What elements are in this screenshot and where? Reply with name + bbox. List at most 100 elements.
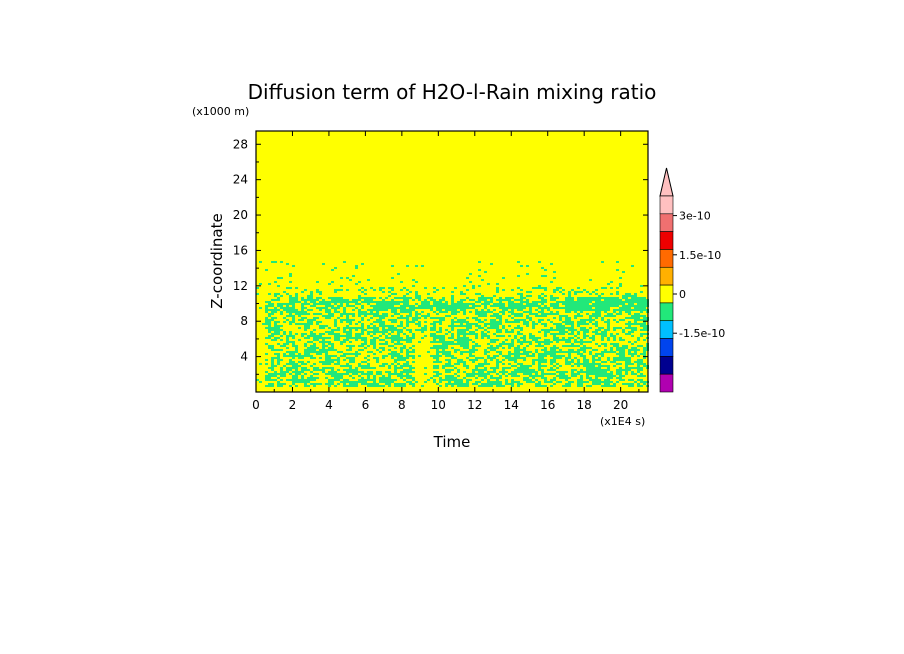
field-cell [355,385,358,387]
field-cell [436,335,439,337]
field-cell [313,377,316,379]
field-cell [484,375,487,377]
field-cell [286,263,289,265]
field-cell [355,337,358,339]
field-cell [319,301,322,303]
field-cell [595,315,598,317]
field-cell [586,291,589,293]
field-cell [640,297,643,299]
field-cell [481,373,484,375]
field-cell [469,307,472,309]
field-cell [439,379,442,381]
field-cell [466,351,469,353]
field-cell [502,311,505,313]
field-cell [643,303,646,305]
field-cell [556,375,559,377]
field-cell [385,379,388,381]
field-cell [466,385,469,387]
x-tick-label: 0 [252,398,260,412]
field-cell [367,345,370,347]
field-cell [307,321,310,323]
field-cell [439,373,442,375]
field-cell [337,329,340,331]
field-cell [370,343,373,345]
field-cell [538,385,541,387]
field-cell [550,295,553,297]
field-cell [565,341,568,343]
field-cell [553,333,556,335]
field-cell [544,269,547,271]
field-cell [310,351,313,353]
field-cell [517,347,520,349]
field-cell [457,333,460,335]
field-cell [328,333,331,335]
field-cell [520,301,523,303]
field-cell [598,295,601,297]
field-cell [277,285,280,287]
field-cell [538,321,541,323]
field-cell [625,347,628,349]
field-cell [325,309,328,311]
field-cell [397,373,400,375]
field-cell [586,361,589,363]
field-cell [403,363,406,365]
field-cell [265,371,268,373]
field-cell [469,273,472,275]
field-cell [571,301,574,303]
field-cell [406,355,409,357]
field-cell [361,367,364,369]
field-cell [580,377,583,379]
field-cell [619,337,622,339]
field-cell [523,319,526,321]
field-cell [451,327,454,329]
field-cell [367,383,370,385]
field-cell [364,373,367,375]
field-cell [628,341,631,343]
field-cell [286,351,289,353]
field-cell [589,299,592,301]
field-cell [400,373,403,375]
field-cell [313,367,316,369]
field-cell [310,349,313,351]
field-cell [562,339,565,341]
field-cell [619,313,622,315]
field-cell [289,303,292,305]
field-cell [493,357,496,359]
field-cell [355,383,358,385]
field-cell [640,301,643,303]
field-cell [313,385,316,387]
field-cell [484,305,487,307]
field-cell [565,305,568,307]
field-cell [616,305,619,307]
field-cell [544,339,547,341]
field-cell [337,377,340,379]
field-cell [475,309,478,311]
field-cell [502,341,505,343]
field-cell [556,323,559,325]
field-cell [346,317,349,319]
field-cell [400,357,403,359]
field-cell [394,313,397,315]
field-cell [595,309,598,311]
field-cell [535,351,538,353]
field-cell [580,299,583,301]
field-cell [424,373,427,375]
field-cell [406,363,409,365]
field-cell [346,339,349,341]
field-cell [448,369,451,371]
field-cell [616,327,619,329]
field-cell [577,325,580,327]
field-cell [520,307,523,309]
field-cell [478,299,481,301]
field-cell [343,313,346,315]
field-cell [571,297,574,299]
field-cell [562,337,565,339]
field-cell [331,369,334,371]
field-cell [367,379,370,381]
field-cell [379,373,382,375]
field-cell [601,319,604,321]
field-cell [637,315,640,317]
field-cell [598,375,601,377]
field-cell [442,335,445,337]
field-cell [511,317,514,319]
